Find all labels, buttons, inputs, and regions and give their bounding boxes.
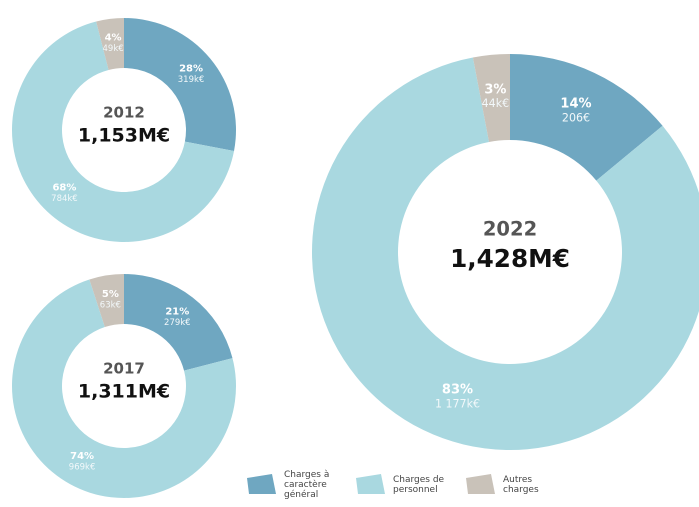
total-label: 1,428M€ — [450, 244, 570, 273]
amount-label: 206€ — [562, 111, 590, 124]
amount-label: 63k€ — [100, 301, 121, 311]
legend-swatch — [466, 474, 495, 494]
donut-segment — [510, 54, 663, 181]
legend-label: Charges à caractère général — [284, 470, 330, 500]
chart-title: 2012 — [103, 104, 145, 122]
donut-segment — [472, 54, 510, 142]
value-label: 4% — [105, 33, 122, 44]
amount-label: 44k€ — [482, 97, 509, 110]
total-label: 1,153M€ — [78, 125, 170, 147]
donut-segment — [124, 274, 233, 371]
value-label: 21% — [165, 306, 189, 317]
value-label: 28% — [179, 64, 203, 75]
value-label: 68% — [52, 182, 76, 193]
donut-segment — [11, 279, 236, 498]
donut-segment — [89, 274, 124, 328]
value-label: 14% — [560, 96, 591, 111]
donut-segment — [12, 21, 235, 243]
amount-label: 279k€ — [164, 318, 191, 328]
donut-segment — [124, 18, 236, 151]
legend-label: Charges de personnel — [393, 475, 445, 495]
value-label: 83% — [442, 383, 473, 398]
donut-segment — [312, 57, 699, 450]
amount-label: 784k€ — [51, 194, 78, 204]
legend-label: Autres charges — [503, 475, 539, 495]
legend-swatch — [356, 474, 385, 494]
amount-label: 969k€ — [69, 463, 96, 473]
amount-label: 49k€ — [103, 44, 124, 54]
value-label: 5% — [102, 289, 119, 300]
value-label: 74% — [70, 451, 94, 462]
chart-title: 2017 — [103, 360, 145, 378]
legend-swatch — [247, 474, 276, 494]
amount-label: 319k€ — [178, 75, 205, 85]
donut-segment — [96, 18, 124, 70]
value-label: 3% — [484, 82, 506, 97]
chart-title: 2022 — [483, 217, 537, 240]
amount-label: 1 177k€ — [435, 397, 480, 410]
total-label: 1,311M€ — [78, 381, 170, 403]
